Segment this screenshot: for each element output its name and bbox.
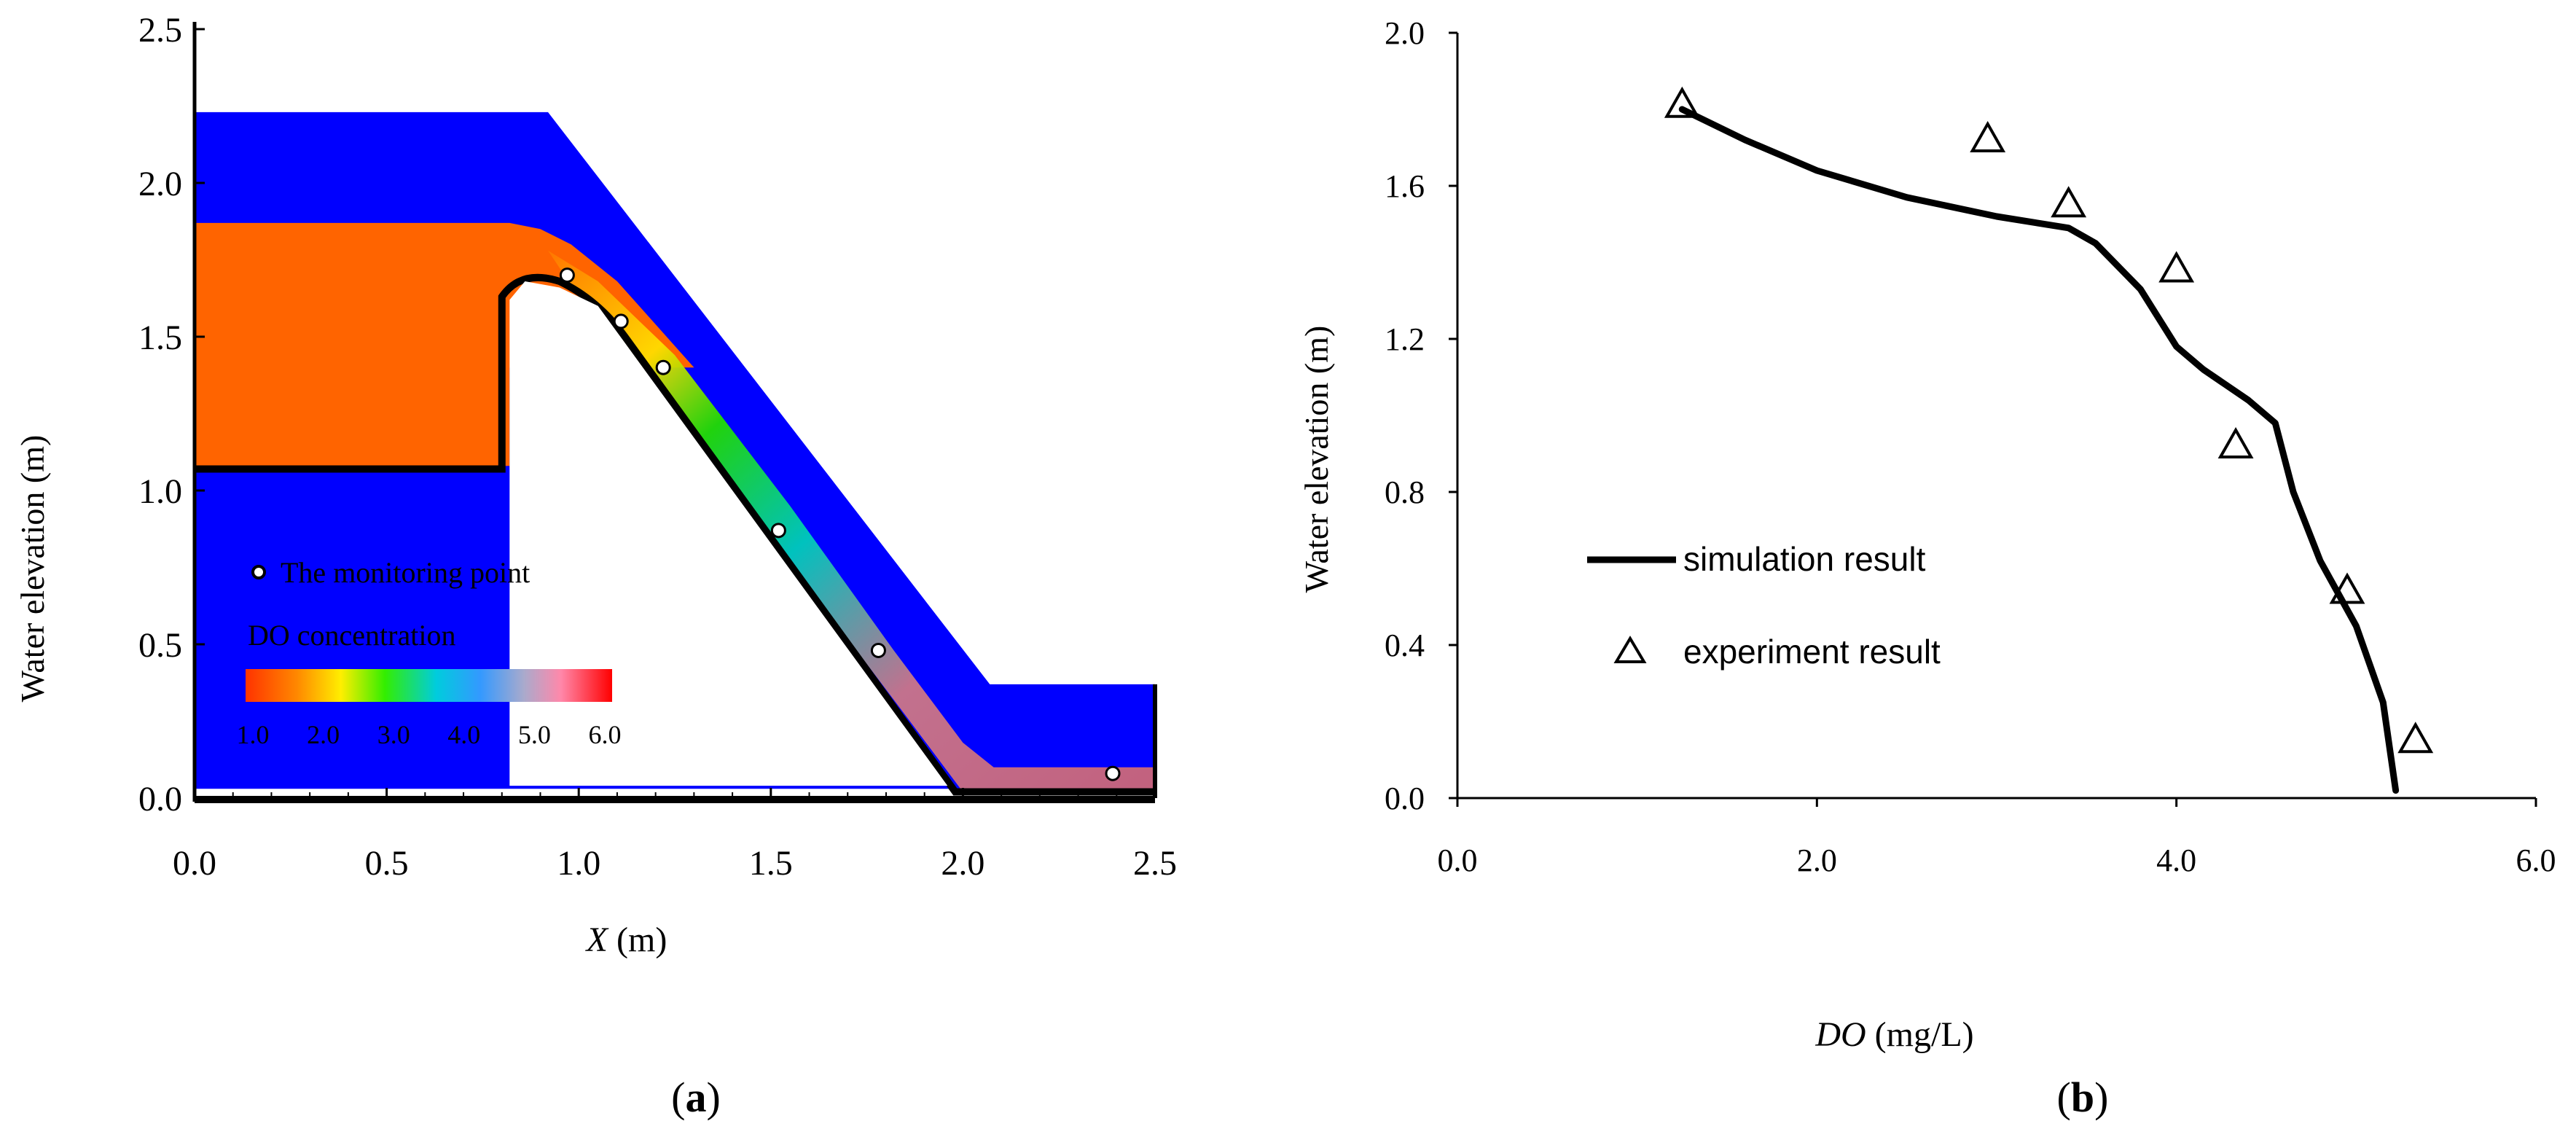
colorbar-ticks: 1.0 2.0 3.0 4.0 5.0 6.0 [237, 720, 622, 749]
panel-b-xlabel-unit: (mg/L) [1866, 1015, 1974, 1054]
panel-b-xlabel-var: DO [1814, 1015, 1866, 1054]
panel-b-label: (b) [2057, 1074, 2109, 1121]
x-tick-label: 2.5 [1133, 844, 1177, 883]
spillway-interior [509, 281, 948, 786]
panel-a-x-ticks: 0.0 0.5 1.0 1.5 2.0 2.5 [173, 788, 1177, 883]
x-tick-label: 6.0 [2516, 843, 2556, 878]
y-tick-label: 0.4 [1385, 628, 1425, 663]
monitoring-point [655, 359, 671, 375]
y-tick-label: 1.6 [1385, 168, 1425, 204]
x-tick-label: 0.0 [173, 844, 216, 883]
monitoring-point-legend-marker [251, 565, 266, 579]
experiment-result-point [2051, 186, 2087, 218]
skimming-flow-band [548, 250, 1155, 792]
y-tick-label: 2.0 [1385, 15, 1425, 51]
colorbar-tick-label: 2.0 [307, 720, 340, 749]
monitoring-point [870, 642, 886, 658]
panel-a-y-ticks: 0.0 0.5 1.0 1.5 2.0 2.5 [138, 11, 205, 818]
colorbar-tick-label: 3.0 [377, 720, 410, 749]
colorbar-title: DO concentration [248, 619, 455, 652]
panel-b-y-ticks: 0.0 0.4 0.8 1.2 1.6 2.0 [1385, 15, 1457, 816]
legend-simulation-label: simulation result [1683, 540, 1926, 578]
colorbar-tick-label: 1.0 [237, 720, 270, 749]
panel-a-label: (a) [671, 1074, 721, 1121]
panel-b-series [1664, 86, 2434, 794]
y-tick-label: 0.8 [1385, 474, 1425, 510]
y-tick-label: 0.5 [138, 626, 182, 665]
monitoring-point [770, 523, 786, 539]
panel-b-ylabel: Water elevation (m) [1298, 326, 1335, 593]
monitoring-point [1105, 765, 1121, 781]
y-tick-label: 1.5 [138, 319, 182, 357]
y-tick-label: 0.0 [1385, 781, 1425, 816]
monitoring-point [559, 267, 575, 284]
y-tick-label: 0.0 [138, 780, 182, 818]
y-tick-label: 2.0 [138, 165, 182, 203]
colorbar [246, 669, 612, 702]
experiment-result-point [2217, 426, 2254, 458]
y-tick-label: 1.0 [138, 472, 182, 511]
experiment-result-point [2158, 251, 2195, 283]
experiment-result-point [1970, 120, 2006, 152]
experiment-result-point [2329, 572, 2365, 604]
legend-experiment-label: experiment result [1683, 633, 1941, 671]
x-tick-label: 1.5 [749, 844, 793, 883]
monitoring-point [613, 313, 629, 329]
panel-a-xlabel: X (m) [585, 921, 668, 959]
panel-b-axes [1456, 33, 2536, 800]
panel-a: 0.0 0.5 1.0 1.5 2.0 2.5 0.0 0.5 1.0 1.5 2.0 2.5 Wa… [14, 11, 1177, 1121]
y-tick-label: 2.5 [138, 11, 182, 50]
legend-experiment-marker [1613, 636, 1647, 663]
x-tick-label: 2.0 [941, 844, 984, 883]
colorbar-tick-label: 4.0 [447, 720, 480, 749]
panel-b: 0.0 2.0 4.0 6.0 0.0 0.4 0.8 1.2 1.6 2.0 Water el… [1298, 15, 2556, 1121]
panel-a-axes [192, 22, 1155, 803]
panel-a-flow-field [195, 112, 1157, 798]
experiment-result-point [1664, 86, 1700, 118]
colorbar-tick-label: 6.0 [589, 720, 622, 749]
x-tick-label: 2.0 [1797, 843, 1837, 878]
colorbar-tick-label: 5.0 [518, 720, 551, 749]
y-tick-label: 1.2 [1385, 321, 1425, 357]
x-tick-label: 4.0 [2156, 843, 2196, 878]
experiment-result-point [2397, 722, 2434, 754]
panel-b-xlabel: DO (mg/L) [1814, 1015, 1973, 1054]
x-tick-label: 0.5 [365, 844, 409, 883]
panel-b-x-ticks: 0.0 2.0 4.0 6.0 [1438, 798, 2556, 878]
panel-a-xlabel-unit: (m) [608, 921, 667, 959]
panel-a-ylabel: Water elevation (m) [14, 435, 51, 703]
x-tick-label: 0.0 [1438, 843, 1478, 878]
monitoring-point-legend-label: The monitoring point [281, 556, 530, 589]
panel-a-xlabel-var: X [585, 921, 609, 959]
simulation-result-line [1678, 106, 2400, 794]
x-tick-label: 1.0 [557, 844, 600, 883]
